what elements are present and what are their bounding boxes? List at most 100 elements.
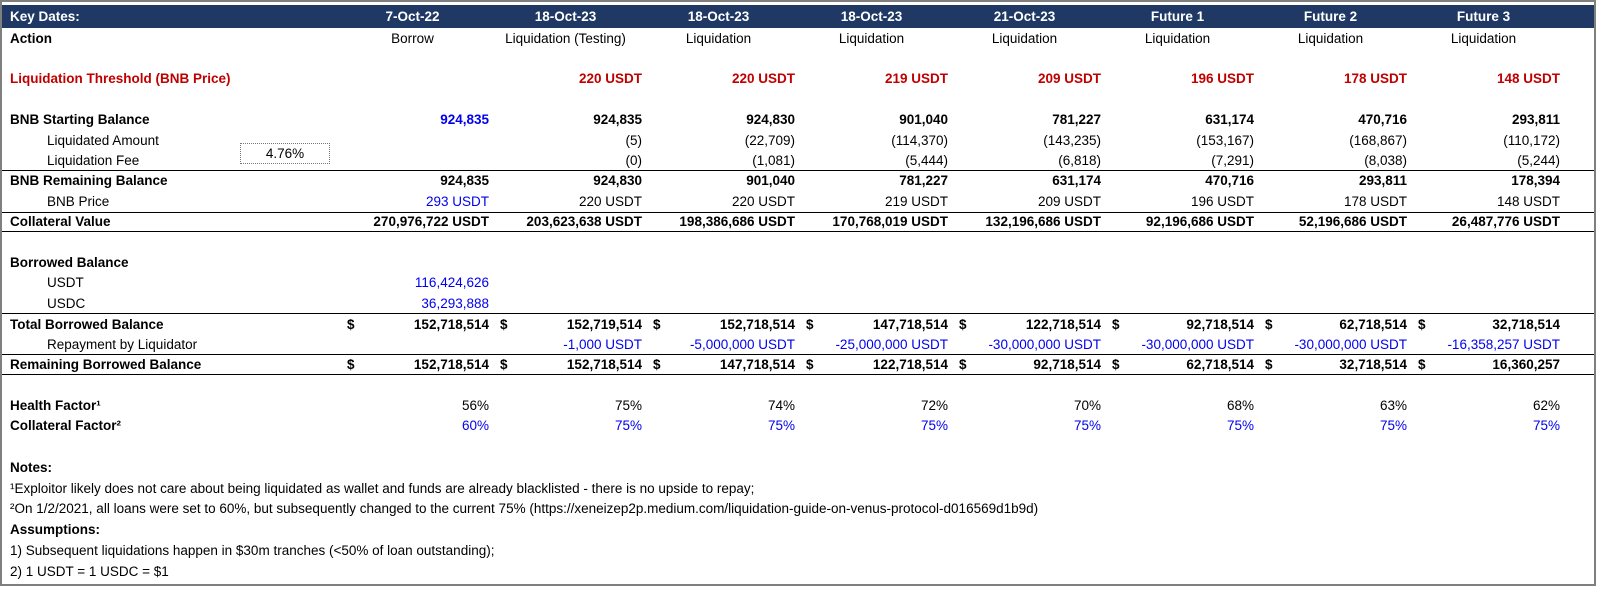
row-label: Liquidation Fee 4.76% xyxy=(2,142,336,168)
spacer-row xyxy=(2,375,1594,395)
cell: 75% xyxy=(614,397,642,413)
cell: $32,718,514 xyxy=(1407,317,1560,332)
cell: 203,623,638 USDT xyxy=(526,214,642,230)
cell: Liquidation xyxy=(685,30,752,46)
cell: (5,244) xyxy=(1517,152,1560,168)
cell: 196 USDT xyxy=(1190,193,1254,209)
cell: 68% xyxy=(1226,397,1254,413)
dollar-sign: $ xyxy=(959,316,967,332)
cell: 924,830 xyxy=(746,112,795,128)
cell: Liquidation xyxy=(1297,30,1364,46)
cell: 209 USDT xyxy=(1037,193,1101,209)
cell: (5,444) xyxy=(905,152,948,168)
cell: 170,768,019 USDT xyxy=(832,214,948,230)
cell: (114,370) xyxy=(891,132,948,148)
spacer-row xyxy=(2,232,1594,252)
cell: 178,394 xyxy=(1511,173,1560,189)
dollar-sign: $ xyxy=(959,356,967,372)
cell: 198,386,686 USDT xyxy=(679,214,795,230)
cell: 62% xyxy=(1532,397,1560,413)
cell: 293,811 xyxy=(1511,112,1560,128)
cell: Borrow xyxy=(391,30,434,46)
row-bnb-starting-balance: BNB Starting Balance 924,835 924,835 924,83… xyxy=(2,110,1594,130)
sheet-body: Action Borrow Liquidation (Testing) Liquida… xyxy=(2,28,1594,436)
cell: $16,360,257 xyxy=(1407,357,1560,372)
dollar-sign: $ xyxy=(653,316,661,332)
cell: 270,976,722 USDT xyxy=(373,214,489,230)
cell: $122,718,514 xyxy=(948,317,1101,332)
row-liquidated-amount: Liquidated Amount (5) (22,709) (114,370) (14… xyxy=(2,130,1594,150)
cell: $152,718,514 xyxy=(642,317,795,332)
cell: -5,000,000 USDT xyxy=(689,336,795,352)
column-header: Future 1 xyxy=(1150,9,1205,24)
assumptions-items: 1) Subsequent liquidations happen in $30… xyxy=(10,541,1594,583)
dollar-sign: $ xyxy=(1112,356,1120,372)
cell: $32,718,514 xyxy=(1254,357,1407,372)
cell: (168,867) xyxy=(1349,132,1407,148)
cell: 63% xyxy=(1379,397,1407,413)
cell: (1,081) xyxy=(752,152,795,168)
cell: 901,040 xyxy=(899,112,948,128)
key-dates-header-row: Key Dates: 7-Oct-22 18-Oct-23 18-Oct-23 18-… xyxy=(2,5,1594,28)
cell: 781,227 xyxy=(1052,112,1101,128)
row-label: Repayment by Liquidator xyxy=(47,336,198,352)
row-liquidation-fee: Liquidation Fee 4.76% (0) (1,081) (5,444) (6,… xyxy=(2,142,1594,171)
column-header: Future 3 xyxy=(1456,9,1511,24)
cell: 219 USDT xyxy=(884,193,948,209)
key-dates-label: Key Dates: xyxy=(10,9,80,24)
cell: -25,000,000 USDT xyxy=(835,336,948,352)
cell: 75% xyxy=(1226,418,1254,434)
dollar-sign: $ xyxy=(806,316,814,332)
row-label: USDT xyxy=(47,275,84,291)
column-header: 7-Oct-22 xyxy=(385,9,440,24)
row-liquidation-threshold: Liquidation Threshold (BNB Price) 220 USD… xyxy=(2,69,1594,89)
cell: 220 USDT xyxy=(731,193,795,209)
cell: 781,227 xyxy=(899,173,948,189)
cell: 924,835 xyxy=(593,112,642,128)
dollar-sign: $ xyxy=(347,316,355,332)
row-collateral-value: Collateral Value 270,976,722 USDT 203,623,… xyxy=(2,211,1594,232)
cell: -30,000,000 USDT xyxy=(1294,336,1407,352)
liquidation-fee-input[interactable]: 4.76% xyxy=(240,142,330,164)
dollar-sign: $ xyxy=(500,316,508,332)
cell: 470,716 xyxy=(1358,112,1407,128)
cell: 293,811 xyxy=(1358,173,1407,189)
row-usdc: USDC 36,293,888 xyxy=(2,293,1594,313)
row-health-factor: Health Factor¹ 56% 75% 74% 72% 70% 68% 63% 62% xyxy=(2,395,1594,415)
cell: Liquidation xyxy=(991,30,1058,46)
cell: 924,835 xyxy=(440,173,489,189)
cell: $147,718,514 xyxy=(642,357,795,372)
cell: -16,358,257 USDT xyxy=(1447,336,1560,352)
cell: 196 USDT xyxy=(1190,71,1254,87)
cell: -30,000,000 USDT xyxy=(1141,336,1254,352)
column-header: 18-Oct-23 xyxy=(840,9,903,24)
cell: 148 USDT xyxy=(1496,71,1560,87)
cell: 293 USDT xyxy=(425,193,489,209)
note-line: ²On 1/2/2021, all loans were set to 60%,… xyxy=(10,501,1039,517)
cell: 901,040 xyxy=(746,173,795,189)
row-borrowed-balance-header: Borrowed Balance xyxy=(2,252,1594,272)
row-collateral-factor: Collateral Factor² 60% 75% 75% 75% 75% 75% 75% 7… xyxy=(2,415,1594,435)
dollar-sign: $ xyxy=(806,356,814,372)
row-repayment-by-liquidator: Repayment by Liquidator -1,000 USDT -5,000… xyxy=(2,334,1594,354)
row-label: BNB Starting Balance xyxy=(10,112,150,128)
row-bnb-remaining-balance: BNB Remaining Balance 924,835 924,830 901,0… xyxy=(2,171,1594,191)
cell: 70% xyxy=(1073,397,1101,413)
cell: 924,830 xyxy=(593,173,642,189)
cell: 631,174 xyxy=(1205,112,1254,128)
cell: 75% xyxy=(614,418,642,434)
cell: $62,718,514 xyxy=(1254,317,1407,332)
cell: 92,196,686 USDT xyxy=(1145,214,1254,230)
dollar-sign: $ xyxy=(1418,356,1426,372)
cell: 56% xyxy=(461,397,489,413)
cell: 75% xyxy=(767,418,795,434)
cell: 132,196,686 USDT xyxy=(985,214,1101,230)
row-label: Liquidation Threshold (BNB Price) xyxy=(10,71,231,87)
cell: $92,718,514 xyxy=(1101,317,1254,332)
cell: $122,718,514 xyxy=(795,357,948,372)
cell: (110,172) xyxy=(1503,132,1560,148)
cell: 52,196,686 USDT xyxy=(1298,214,1407,230)
cell: (5) xyxy=(625,132,643,148)
row-label: Remaining Borrowed Balance xyxy=(10,356,202,372)
